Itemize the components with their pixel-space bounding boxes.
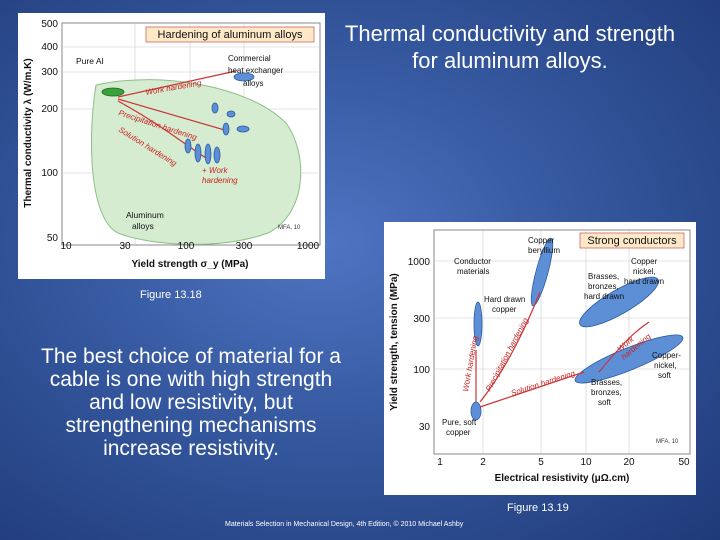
label-hard-drawn-copper-2: copper	[492, 305, 517, 314]
label-cupronickel-soft-3: soft	[658, 371, 672, 380]
ytick-100: 100	[41, 168, 58, 179]
label-cupronickel-hard-1: Copper	[631, 257, 658, 266]
label-cupronickel-soft-2: nickel,	[654, 361, 677, 370]
figure1-yticks: 500 400 300 200 100 50	[41, 19, 58, 244]
xtick-10: 10	[60, 241, 72, 252]
label-aluminum-alloys-1: Aluminum	[126, 210, 164, 220]
figure1-banner: Hardening of aluminum alloys	[158, 29, 303, 41]
commercial-alloy-bubble	[233, 72, 255, 82]
label-hard-drawn-copper-1: Hard drawn	[484, 295, 525, 304]
figure1-caption: Figure 13.18	[140, 289, 202, 301]
label-brasses-hard-1: Brasses,	[588, 272, 619, 281]
hard-drawn-copper-bubble	[473, 301, 483, 347]
xtick-1000: 1000	[297, 241, 320, 252]
label-copper-beryllium-1: Copper	[528, 236, 555, 245]
label-brasses-hard-3: hard drawn	[584, 292, 624, 301]
ytick-400: 400	[41, 42, 58, 53]
ytick-50: 50	[47, 233, 59, 244]
xtick-2: 2	[480, 457, 486, 468]
label-pure-copper-1: Pure, soft	[442, 418, 477, 427]
slide-body-text: The best choice of material for a cable …	[41, 345, 341, 460]
figure2-banner: Strong conductors	[587, 235, 677, 247]
label-cupronickel-hard-2: nickel,	[633, 267, 656, 276]
label-conductor-2: materials	[457, 267, 489, 276]
conductor-bubbles	[470, 237, 684, 421]
figure1-xlabel: Yield strength σ_y (MPa)	[131, 259, 248, 270]
copper-beryllium-bubble	[530, 237, 554, 307]
xtick-10: 10	[580, 457, 592, 468]
ytick-200: 200	[41, 104, 58, 115]
label-brasses-hard-2: bronzes,	[588, 282, 619, 291]
aluminum-alloys-envelope	[91, 79, 302, 245]
slide-title: Thermal conductivity and strength for al…	[344, 21, 676, 73]
figure2-caption: Figure 13.19	[507, 502, 569, 514]
label-commercial-1: Commercial	[228, 54, 271, 63]
ytick-30: 30	[419, 422, 431, 433]
label-brasses-soft-3: soft	[598, 398, 612, 407]
label-pure-copper-2: copper	[446, 428, 471, 437]
label-work-hardening-2a: + Work	[202, 166, 229, 175]
figure2-xlabel: Electrical resistivity (μΩ.cm)	[495, 473, 630, 484]
figure2-ylabel: Yield strength, tension (MPa)	[389, 273, 400, 410]
figure1-ylabel: Thermal conductivity λ (W/m.K)	[23, 58, 34, 207]
label-cupronickel-hard-3: hard drawn	[624, 277, 664, 286]
brasses-hard-bubble	[579, 276, 659, 328]
ytick-500: 500	[41, 19, 58, 30]
xtick-50: 50	[678, 457, 690, 468]
alloy-bubbles	[184, 72, 255, 165]
pure-al-bubble	[101, 87, 125, 97]
label-commercial-2: heat exchanger	[228, 66, 283, 75]
label-copper-beryllium-2: beryllium	[528, 246, 560, 255]
figure2-xticks: 1 2 5 10 20 50	[437, 457, 690, 468]
figure1-credit: MFA, 10	[278, 225, 301, 231]
figure-strong-conductors: Strong conductors Copper beryllium Condu…	[384, 222, 696, 495]
cupronickel-soft-bubble	[574, 334, 684, 384]
hardening-arrows	[475, 291, 650, 408]
figure-thermal-conductivity-svg: Hardening of aluminum alloys Pure Al Com…	[23, 19, 321, 270]
ytick-100: 100	[413, 365, 430, 376]
slide-footer: Materials Selection in Mechanical Design…	[225, 521, 464, 528]
label-aluminum-alloys-2: alloys	[132, 221, 154, 231]
xtick-100: 100	[178, 241, 195, 252]
ytick-300: 300	[413, 314, 430, 325]
figure-thermal-conductivity: Hardening of aluminum alloys Pure Al Com…	[18, 13, 325, 279]
xtick-20: 20	[623, 457, 635, 468]
ytick-1000: 1000	[408, 257, 431, 268]
label-pure-al: Pure Al	[76, 56, 104, 66]
banner-box	[145, 26, 315, 43]
label-work-hardening-2b: hardening	[202, 176, 238, 185]
figure1-xticks: 10 30 100 300 1000	[60, 241, 319, 252]
label-brasses-soft-2: bronzes,	[591, 388, 622, 397]
label-cupronickel-soft-1: Copper-	[652, 351, 681, 360]
figure2-yticks: 1000 300 100 30	[408, 257, 431, 433]
ytick-300: 300	[41, 67, 58, 78]
label-commercial-3: alloys	[243, 79, 263, 88]
label-conductor-1: Conductor	[454, 257, 491, 266]
figure-strong-conductors-svg: Strong conductors Copper beryllium Condu…	[389, 229, 691, 484]
xtick-5: 5	[538, 457, 544, 468]
label-brasses-soft-1: Brasses,	[591, 378, 622, 387]
xtick-30: 30	[119, 241, 131, 252]
xtick-1: 1	[437, 457, 443, 468]
xtick-300: 300	[236, 241, 253, 252]
figure2-credit: MFA, 10	[656, 439, 679, 445]
banner-box	[579, 232, 685, 249]
